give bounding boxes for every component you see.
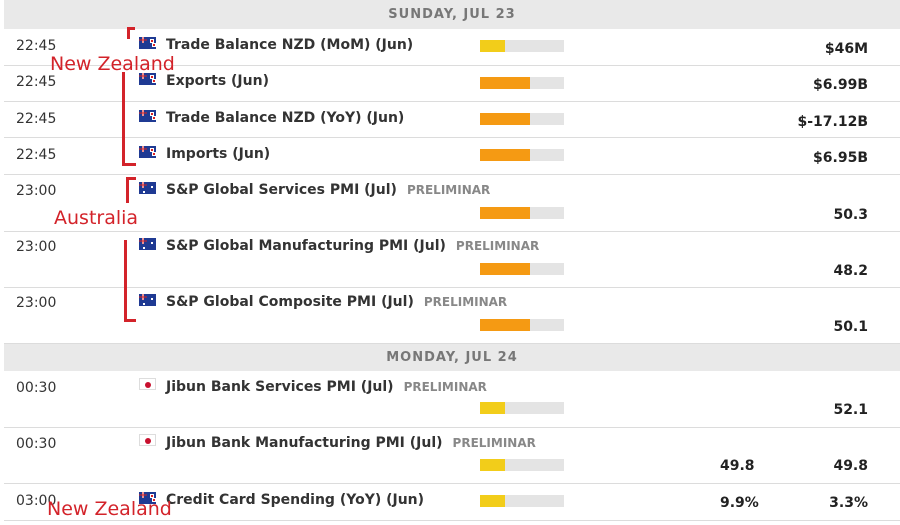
event-name[interactable]: Imports (Jun) [166,146,271,162]
impact-bar-low [480,402,564,414]
event-name[interactable]: Trade Balance NZD (YoY) (Jun) [166,110,405,126]
impact-bar-medium [480,77,564,89]
actual-value: $6.95B [813,150,868,166]
au-flag-icon [139,238,156,250]
actual-value: $6.99B [813,77,868,93]
actual-value: 52.1 [833,402,868,418]
impact-bar-medium [480,263,564,275]
day-header-sunday: SUNDAY, JUL 23 [4,0,900,29]
annotation-new-zealand: New Zealand [50,53,175,75]
annotation-bracket [124,319,136,322]
nz-flag-icon [139,492,156,504]
event-title: S&P Global Composite PMI (Jul) [166,294,414,310]
day-header-monday: MONDAY, JUL 24 [4,344,900,371]
actual-value: $-17.12B [797,114,868,130]
previous-value: 9.9% [720,495,759,511]
impact-bar-low [480,40,564,52]
preliminary-tag: PRELIMINAR [423,295,508,309]
event-time: 22:45 [16,38,57,54]
calendar-row[interactable]: 23:00 S&P Global Manufacturing PMI (Jul)… [4,232,900,288]
event-title: S&P Global Manufacturing PMI (Jul) [166,238,446,254]
preliminary-tag: PRELIMINAR [403,380,487,394]
preliminary-tag: PRELIMINAR [452,436,536,450]
annotation-new-zealand: New Zealand [47,498,172,520]
event-title: Jibun Bank Manufacturing PMI (Jul) [166,435,443,451]
annotation-bracket [122,163,136,166]
event-time: 03:00 [16,493,57,509]
annotation-bracket [127,27,135,30]
au-flag-icon [139,294,156,306]
event-name[interactable]: S&P Global Composite PMI (Jul) PRELIMINAR [166,294,507,310]
annotation-bracket [122,72,125,166]
event-title: Jibun Bank Services PMI (Jul) [166,379,394,395]
nz-flag-icon [139,146,156,158]
impact-bar-medium [480,113,564,125]
event-time: 22:45 [16,74,57,90]
event-name[interactable]: Credit Card Spending (YoY) (Jun) [166,492,425,508]
annotation-bracket [126,177,136,180]
calendar-row[interactable]: 22:45 Trade Balance NZD (YoY) (Jun) $-17… [4,102,900,138]
event-time: 22:45 [16,111,57,127]
event-time: 00:30 [16,436,57,452]
impact-bar-medium [480,207,564,219]
event-name[interactable]: Jibun Bank Manufacturing PMI (Jul) PRELIM… [166,435,536,451]
calendar-row[interactable]: 22:45 Trade Balance NZD (MoM) (Jun) $46M [4,29,900,66]
event-name[interactable]: S&P Global Services PMI (Jul) PRELIMINAR [166,182,490,198]
calendar-row[interactable]: 00:30 Jibun Bank Services PMI (Jul) PRELI… [4,371,900,428]
calendar-row[interactable]: 00:30 Jibun Bank Manufacturing PMI (Jul)… [4,428,900,484]
event-name[interactable]: Exports (Jun) [166,73,269,89]
actual-value: 49.8 [833,458,868,474]
event-time: 22:45 [16,147,57,163]
impact-bar-medium [480,149,564,161]
calendar-row[interactable]: 23:00 S&P Global Services PMI (Jul) PRELI… [4,175,900,232]
calendar-row[interactable]: 22:45 Imports (Jun) $6.95B [4,138,900,175]
annotation-bracket [124,240,127,322]
annotation-bracket [127,27,130,39]
annotation-bracket [126,177,129,203]
preliminary-tag: PRELIMINAR [455,239,540,253]
previous-value: 49.8 [720,458,755,474]
event-name[interactable]: S&P Global Manufacturing PMI (Jul) PRELIM… [166,238,539,254]
event-name[interactable]: Trade Balance NZD (MoM) (Jun) [166,37,414,53]
event-time: 23:00 [16,183,57,199]
event-time: 23:00 [16,295,57,311]
impact-bar-medium [480,319,564,331]
calendar-row[interactable]: 23:00 S&P Global Composite PMI (Jul) PREL… [4,288,900,344]
annotation-australia: Australia [54,207,139,229]
impact-bar-low [480,495,564,507]
actual-value: 3.3% [829,495,868,511]
actual-value: 50.3 [833,207,868,223]
actual-value: 48.2 [833,263,868,279]
calendar-row[interactable]: 03:00 Credit Card Spending (YoY) (Jun) 9… [4,484,900,521]
preliminary-tag: PRELIMINAR [406,183,491,197]
event-name[interactable]: Jibun Bank Services PMI (Jul) PRELIMINAR [166,379,487,395]
jp-flag-icon [139,434,156,446]
event-time: 23:00 [16,239,57,255]
nz-flag-icon [139,73,156,85]
jp-flag-icon [139,378,156,390]
actual-value: 50.1 [833,319,868,335]
calendar-row[interactable]: 22:45 Exports (Jun) $6.99B [4,66,900,102]
event-title: S&P Global Services PMI (Jul) [166,182,397,198]
nz-flag-icon [139,37,156,49]
au-flag-icon [139,182,156,194]
actual-value: $46M [824,41,868,57]
event-time: 00:30 [16,380,57,396]
nz-flag-icon [139,110,156,122]
impact-bar-low [480,459,564,471]
